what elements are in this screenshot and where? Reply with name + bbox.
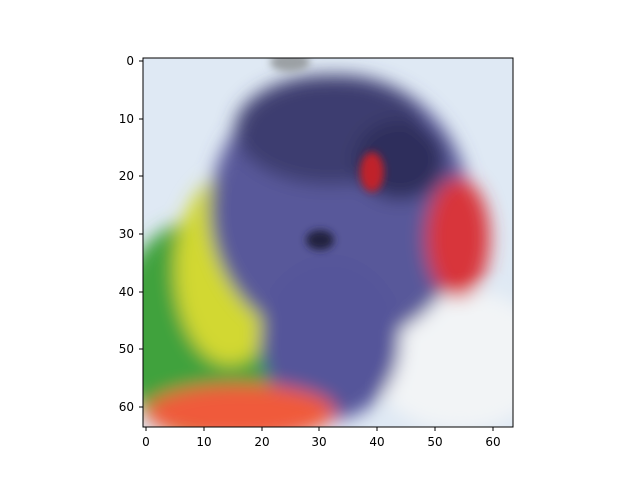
image-region-grey-top (270, 58, 310, 72)
image-region-eye (360, 152, 384, 192)
y-tick-label: 30 (119, 227, 134, 241)
y-tick-label: 10 (119, 112, 134, 126)
x-tick-label: 10 (196, 435, 211, 449)
x-tick-label: 30 (311, 435, 326, 449)
y-tick-label: 50 (119, 342, 134, 356)
axes-frame (142, 57, 514, 428)
x-tick-label: 50 (427, 435, 442, 449)
image-region-orange (145, 384, 335, 427)
image-region-dark-spot (306, 230, 334, 250)
x-tick-label: 40 (369, 435, 384, 449)
image-region-red-beak (426, 178, 490, 298)
x-tick-label: 20 (254, 435, 269, 449)
y-tick-label: 60 (119, 400, 134, 414)
image-region-blue-lower (260, 260, 400, 420)
y-tick-label: 0 (126, 54, 134, 68)
x-tick-label: 60 (485, 435, 500, 449)
y-axis: 0 10 20 30 40 50 60 (119, 54, 143, 414)
x-tick-label: 0 (142, 435, 150, 449)
y-tick-label: 40 (119, 285, 134, 299)
image-area (143, 58, 513, 427)
y-tick-label: 20 (119, 169, 134, 183)
x-axis: 0 10 20 30 40 50 60 (142, 427, 501, 449)
